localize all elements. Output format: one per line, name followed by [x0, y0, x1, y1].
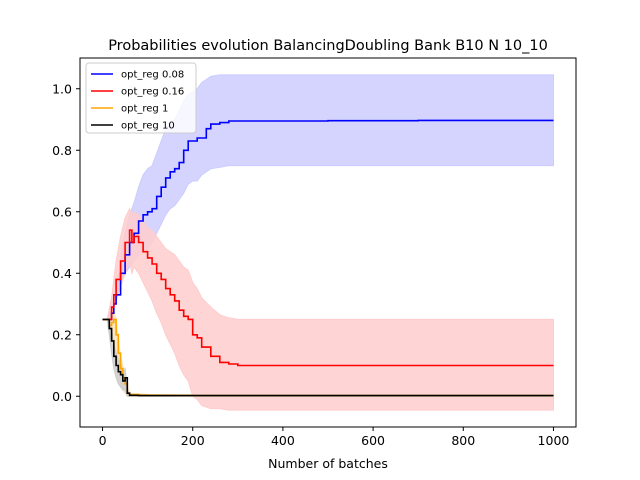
x-tick-label-4: 800: [451, 433, 475, 448]
chart-title: Probabilities evolution BalancingDoublin…: [108, 38, 548, 54]
x-axis-label: Number of batches: [268, 456, 388, 471]
legend-label-1: opt_reg 0.16: [121, 87, 184, 98]
x-tick-label-2: 400: [271, 433, 295, 448]
legend-label-0: opt_reg 0.08: [121, 70, 184, 81]
y-tick-label-3: 0.6: [52, 204, 72, 219]
legend-label-2: opt_reg 1: [121, 104, 168, 115]
y-tick-label-4: 0.8: [52, 143, 72, 158]
y-tick-label-0: 0.0: [52, 389, 72, 404]
legend-label-3: opt_reg 10: [121, 121, 175, 132]
y-tick-label-5: 1.0: [52, 81, 72, 96]
legend: opt_reg 0.08 opt_reg 0.16 opt_reg 1 opt_reg…: [86, 63, 196, 133]
x-tick-label-5: 1000: [538, 433, 570, 448]
y-tick-label-2: 0.4: [52, 266, 72, 281]
y-tick-label-1: 0.2: [52, 327, 72, 342]
x-tick-label-0: 0: [99, 433, 107, 448]
x-tick-label-3: 600: [361, 433, 385, 448]
x-tick-label-1: 200: [181, 433, 205, 448]
